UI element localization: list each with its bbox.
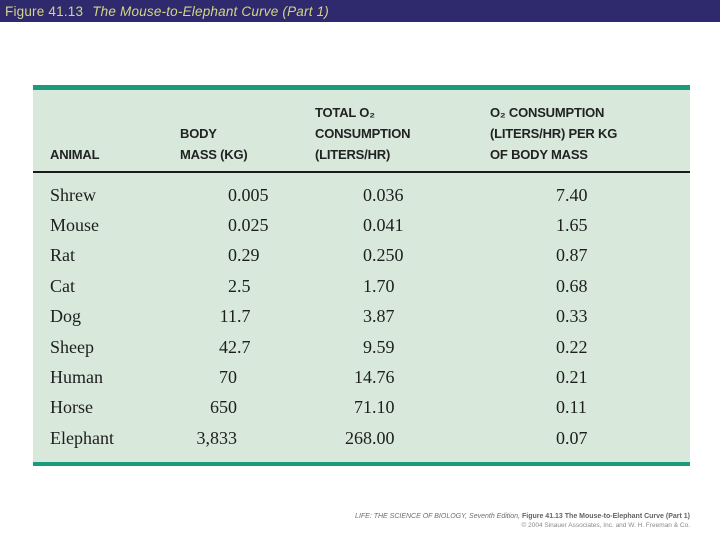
column-header-animal: ANIMAL (50, 147, 100, 162)
total-o2-cell: 0.036 (363, 184, 404, 205)
animal-cell: Horse (50, 397, 93, 418)
credit-line: LIFE: THE SCIENCE OF BIOLOGY, Seventh Ed… (355, 512, 690, 521)
o2-per-kg-cell: 0.22 (556, 336, 588, 357)
body-mass-cell: 70 (219, 367, 237, 388)
body-mass-cell: 11.7 (219, 306, 251, 327)
copyright-line: © 2004 Sinauer Associates, Inc. and W. H… (521, 522, 690, 529)
table-row: Shrew 0.005 0.036 7.40 (33, 180, 690, 210)
body-mass-cell: 2.5 (228, 275, 251, 296)
o2-per-kg-cell: 0.87 (556, 245, 588, 266)
figure-title-label: The Mouse-to-Elephant Curve (Part 1) (92, 3, 330, 19)
animal-cell: Shrew (50, 184, 96, 205)
table-row: Dog 11.7 3.87 0.33 (33, 302, 690, 332)
animal-cell: Human (50, 367, 103, 388)
o2-per-kg-cell: 0.33 (556, 306, 588, 327)
table-row: Sheep 42.7 9.59 0.22 (33, 332, 690, 362)
animal-cell: Elephant (50, 427, 114, 448)
column-header-total-o2: TOTAL O₂ CONSUMPTION (LITERS/HR) (315, 105, 411, 162)
table-row: Human 70 14.76 0.21 (33, 362, 690, 392)
body-mass-cell: 0.005 (228, 184, 269, 205)
total-o2-cell: 3.87 (363, 306, 395, 327)
slide-title-bar: Figure 41.13 The Mouse-to-Elephant Curve… (0, 0, 720, 22)
credit-figure-label: Figure 41.13 The Mouse-to-Elephant Curve… (521, 513, 690, 520)
animal-cell: Cat (50, 275, 75, 296)
animal-cell: Rat (50, 245, 75, 266)
table-body: Shrew 0.005 0.036 7.40 Mouse 0.025 0.041 1.65 Ra… (33, 173, 690, 462)
animal-cell: Dog (50, 306, 81, 327)
total-o2-cell: 0.041 (363, 215, 404, 236)
table-row: Cat 2.5 1.70 0.68 (33, 271, 690, 301)
o2-per-kg-cell: 0.07 (556, 427, 588, 448)
table-header-row: ANIMAL BODY MASS (KG) TOTAL O₂ CONSUMPTI… (33, 90, 690, 173)
column-header-body-mass: BODY MASS (KG) (180, 126, 248, 162)
animal-cell: Sheep (50, 336, 94, 357)
o2-per-kg-cell: 1.65 (556, 215, 588, 236)
body-mass-cell: 42.7 (219, 336, 251, 357)
animal-cell: Mouse (50, 215, 99, 236)
total-o2-cell: 1.70 (363, 275, 395, 296)
table-row: Mouse 0.025 0.041 1.65 (33, 210, 690, 240)
credit-block: LIFE: THE SCIENCE OF BIOLOGY, Seventh Ed… (355, 512, 690, 530)
table-row: Rat 0.29 0.250 0.87 (33, 241, 690, 271)
data-table: ANIMAL BODY MASS (KG) TOTAL O₂ CONSUMPTI… (33, 85, 690, 466)
figure-number-label: Figure 41.13 (5, 3, 84, 19)
o2-per-kg-cell: 7.40 (556, 184, 588, 205)
total-o2-cell: 9.59 (363, 336, 395, 357)
body-mass-cell: 650 (210, 397, 237, 418)
credit-source-label: LIFE: THE SCIENCE OF BIOLOGY, Seventh Ed… (355, 513, 521, 520)
table-row: Elephant 3,833 268.00 0.07 (33, 423, 690, 453)
o2-per-kg-cell: 0.11 (556, 397, 587, 418)
column-header-o2-per-kg: O₂ CONSUMPTION (LITERS/HR) PER KG OF BOD… (490, 105, 618, 162)
total-o2-cell: 268.00 (345, 427, 395, 448)
total-o2-cell: 14.76 (354, 367, 395, 388)
body-mass-cell: 3,833 (196, 427, 238, 448)
body-mass-cell: 0.025 (228, 215, 269, 236)
o2-per-kg-cell: 0.68 (556, 275, 588, 296)
o2-per-kg-cell: 0.21 (556, 367, 588, 388)
body-mass-cell: 0.29 (228, 245, 260, 266)
total-o2-cell: 71.10 (354, 397, 395, 418)
total-o2-cell: 0.250 (363, 245, 404, 266)
table-row: Horse 650 71.10 0.11 (33, 393, 690, 423)
